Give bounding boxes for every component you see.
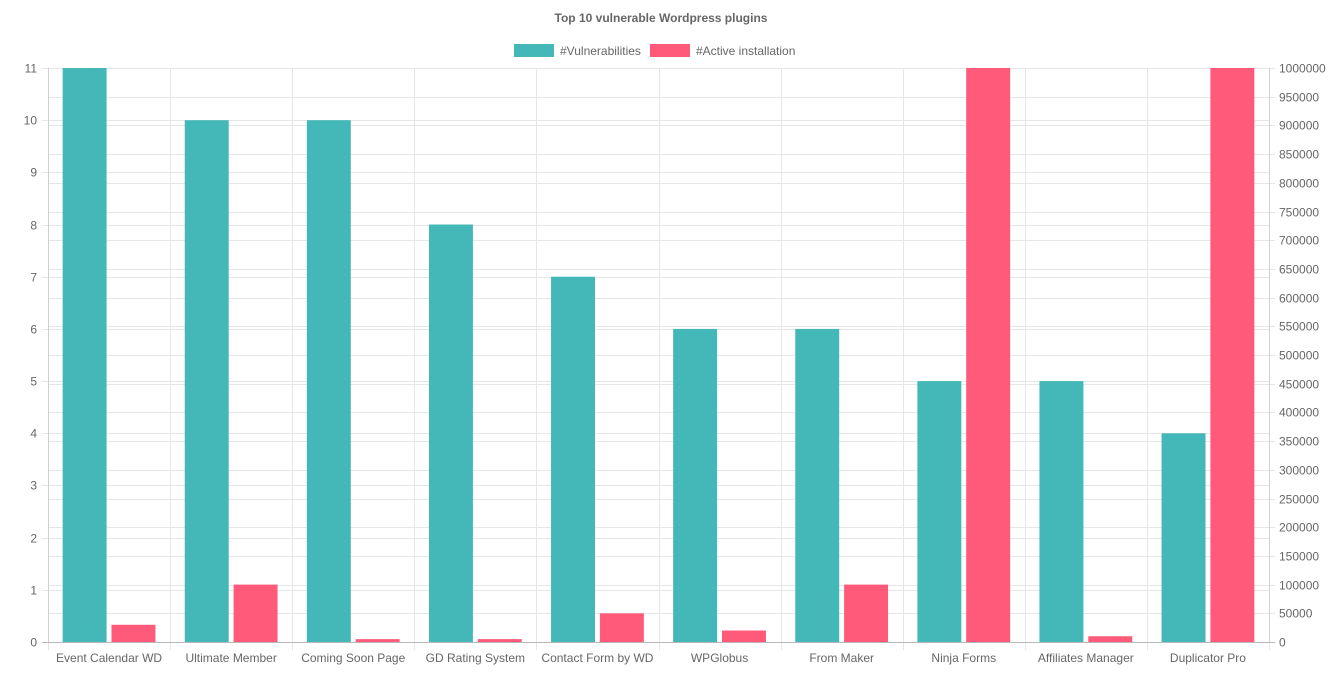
bar-active-installation[interactable] — [1210, 68, 1255, 642]
y-right-tick-label: 800000 — [1279, 177, 1319, 191]
y-left-tick-label: 9 — [30, 166, 37, 180]
bar-active-installation[interactable] — [1088, 636, 1133, 642]
bar-active-installation[interactable] — [599, 613, 644, 642]
bar-vulnerabilities[interactable] — [917, 381, 962, 642]
y-right-tick-label: 600000 — [1279, 292, 1319, 306]
bar-vulnerabilities[interactable] — [1161, 433, 1206, 642]
y-left-tick-label: 7 — [30, 271, 37, 285]
y-right-tick-label: 400000 — [1279, 406, 1319, 420]
x-tick-label: Duplicator Pro — [1170, 651, 1246, 665]
bar-vulnerabilities[interactable] — [62, 68, 107, 642]
y-right-tick-label: 950000 — [1279, 91, 1319, 105]
y-left-tick-label: 1 — [30, 584, 37, 598]
bar-vulnerabilities[interactable] — [1039, 381, 1084, 642]
bar-vulnerabilities[interactable] — [184, 120, 229, 642]
chart-title: Top 10 vulnerable Wordpress plugins — [555, 11, 768, 25]
y-right-tick-label: 300000 — [1279, 464, 1319, 478]
y-left-tick-label: 6 — [30, 323, 37, 337]
bars — [62, 68, 1255, 642]
y-left-tick-label: 10 — [24, 114, 38, 128]
x-tick-label: Coming Soon Page — [301, 651, 405, 665]
bar-vulnerabilities[interactable] — [673, 328, 718, 642]
bar-active-installation[interactable] — [721, 630, 766, 642]
y-right-tick-label: 50000 — [1279, 607, 1313, 621]
legend-item[interactable]: #Active installation — [650, 44, 795, 58]
y-left-tick-label: 8 — [30, 219, 37, 233]
x-tick-label: From Maker — [809, 651, 874, 665]
y-left-tick-label: 2 — [30, 532, 37, 546]
y-right-tick-label: 0 — [1279, 636, 1286, 650]
bar-vulnerabilities[interactable] — [551, 276, 596, 642]
y-right-tick-label: 250000 — [1279, 493, 1319, 507]
y-right-tick-label: 750000 — [1279, 206, 1319, 220]
y-right-tick-label: 200000 — [1279, 521, 1319, 535]
x-tick-label: Contact Form by WD — [541, 651, 653, 665]
y-right-tick-label: 100000 — [1279, 579, 1319, 593]
x-tick-label: Affiliates Manager — [1038, 651, 1134, 665]
y-right-tick-label: 350000 — [1279, 435, 1319, 449]
bar-active-installation[interactable] — [477, 639, 522, 642]
y-right-tick-label: 900000 — [1279, 119, 1319, 133]
y-right-tick-label: 150000 — [1279, 550, 1319, 564]
legend[interactable]: #Vulnerabilities #Active installation — [514, 44, 795, 58]
legend-swatch — [514, 44, 554, 57]
y-left-tick-label: 4 — [30, 427, 37, 441]
bar-active-installation[interactable] — [966, 68, 1011, 642]
bar-vulnerabilities[interactable] — [795, 328, 840, 642]
bar-vulnerabilities[interactable] — [306, 120, 351, 642]
y-left-tick-label: 11 — [25, 62, 38, 76]
y-right-tick-label: 550000 — [1279, 320, 1319, 334]
bar-active-installation[interactable] — [355, 639, 400, 642]
x-tick-label: Ultimate Member — [185, 651, 276, 665]
x-tick-label: WPGlobus — [691, 651, 748, 665]
y-right-tick-label: 850000 — [1279, 148, 1319, 162]
y-left-tick-label: 0 — [30, 636, 37, 650]
y-right-tick-label: 450000 — [1279, 378, 1319, 392]
y-right-tick-label: 700000 — [1279, 234, 1319, 248]
legend-label: #Active installation — [696, 44, 795, 58]
bar-active-installation[interactable] — [111, 624, 156, 642]
y-right-tick-label: 650000 — [1279, 263, 1319, 277]
legend-swatch — [650, 44, 690, 57]
bar-vulnerabilities[interactable] — [428, 224, 473, 642]
y-right-tick-label: 1000000 — [1279, 62, 1326, 76]
legend-item[interactable]: #Vulnerabilities — [514, 44, 641, 58]
x-tick-label: Event Calendar WD — [56, 651, 162, 665]
axes: 0 1 2 3 4 5 6 7 8 9 10 11 0 50000 100000 150000 200000 25… — [24, 62, 1326, 666]
bar-active-installation[interactable] — [844, 584, 889, 642]
y-left-tick-label: 3 — [30, 479, 37, 493]
y-right-tick-label: 500000 — [1279, 349, 1319, 363]
x-tick-label: Ninja Forms — [931, 651, 996, 665]
y-left-tick-label: 5 — [30, 375, 37, 389]
legend-label: #Vulnerabilities — [560, 44, 641, 58]
x-tick-label: GD Rating System — [426, 651, 525, 665]
bar-active-installation[interactable] — [233, 584, 278, 642]
